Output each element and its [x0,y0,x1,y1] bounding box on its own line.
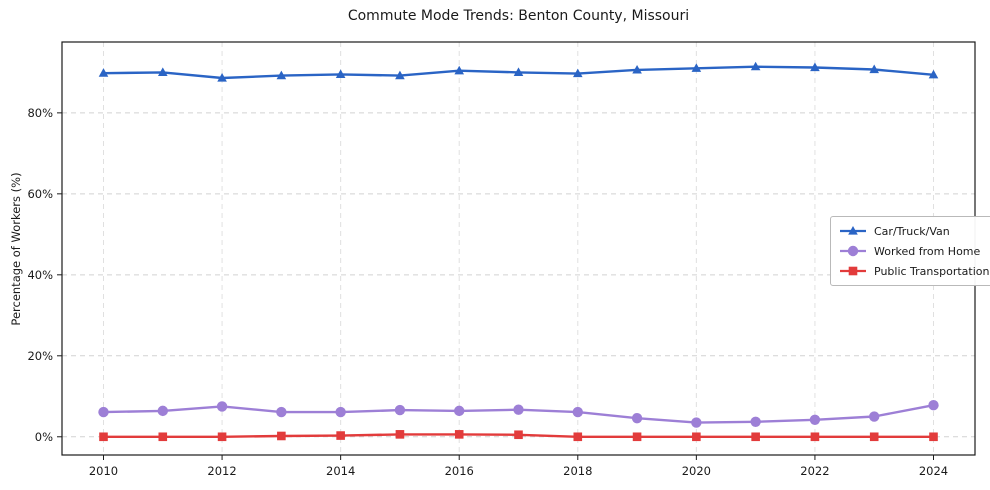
series-public-transportation [99,430,938,442]
y-tick-label: 60% [27,187,53,201]
data-point-marker [869,64,880,74]
series-worked-from-home [98,399,939,428]
legend[interactable]: Car/Truck/Van Worked from Home Public Tr… [830,216,990,286]
data-point-marker [848,226,858,235]
data-point-marker [454,430,464,439]
data-point-marker [810,432,820,442]
data-point-marker [847,245,859,257]
y-tick-label: 40% [27,268,53,282]
data-point-marker [514,430,523,440]
data-point-marker [750,416,761,427]
data-point-marker [157,405,168,417]
legend-label: Car/Truck/Van [874,224,950,238]
data-point-marker [276,406,287,418]
legend-item-worked-from-home[interactable]: Worked from Home [839,244,989,258]
data-point-marker [158,432,168,442]
data-point-marker [336,431,345,440]
data-point-marker [98,68,109,77]
series-car-truck-van [98,61,939,82]
data-point-marker [632,432,642,442]
data-point-marker [573,432,583,442]
data-point-marker [631,412,643,424]
data-point-marker [98,406,109,418]
chart-title: Commute Mode Trends: Benton County, Miss… [347,8,690,24]
x-tick-label: 2022 [800,464,829,478]
data-point-marker [454,405,465,417]
data-point-marker [750,61,761,71]
legend-marker-worked-from-home [840,245,866,257]
data-point-marker [394,404,406,416]
data-point-marker [513,404,524,415]
y-tick-label: 0% [35,430,53,444]
data-point-marker [217,432,227,442]
x-tick-label: 2010 [89,464,118,478]
data-point-marker [216,401,228,412]
data-point-marker [632,64,642,74]
x-tick-label: 2020 [682,464,711,478]
data-point-marker [276,70,287,80]
data-point-marker [572,406,583,418]
legend-label: Worked from Home [874,244,981,258]
data-point-marker [335,406,346,418]
x-tick-label: 2012 [207,464,236,478]
data-point-marker [928,399,939,411]
data-point-marker [335,69,346,78]
legend-item-public-transportation[interactable]: Public Transportation [839,264,989,278]
data-point-marker [928,69,939,79]
x-tick-label: 2018 [563,464,592,478]
data-point-marker [869,411,880,422]
data-point-marker [691,417,702,428]
data-point-marker [395,430,405,439]
x-tick-label: 2024 [919,464,948,478]
y-tick-label: 80% [27,106,53,120]
data-point-marker [809,414,821,425]
x-tick-label: 2014 [326,464,355,478]
data-point-marker [217,73,227,82]
data-point-marker [157,67,168,76]
data-point-marker [692,432,701,442]
data-point-marker [869,432,879,442]
data-point-marker [513,67,524,76]
data-point-marker [277,431,286,441]
data-point-marker [848,266,858,276]
legend-label: Public Transportation [874,264,990,278]
y-tick-label: 20% [27,349,53,363]
data-point-marker [454,65,465,75]
data-point-marker [691,63,702,72]
data-point-marker [99,432,108,442]
x-tick-label: 2016 [445,464,474,478]
legend-marker-public-transportation [840,266,866,276]
legend-marker-car-truck-van [840,226,866,235]
data-point-marker [929,432,938,442]
data-point-marker [395,70,405,80]
legend-item-car-truck-van[interactable]: Car/Truck/Van [839,224,989,238]
data-point-marker [751,432,760,442]
data-point-marker [810,62,820,72]
data-point-marker [572,68,583,78]
